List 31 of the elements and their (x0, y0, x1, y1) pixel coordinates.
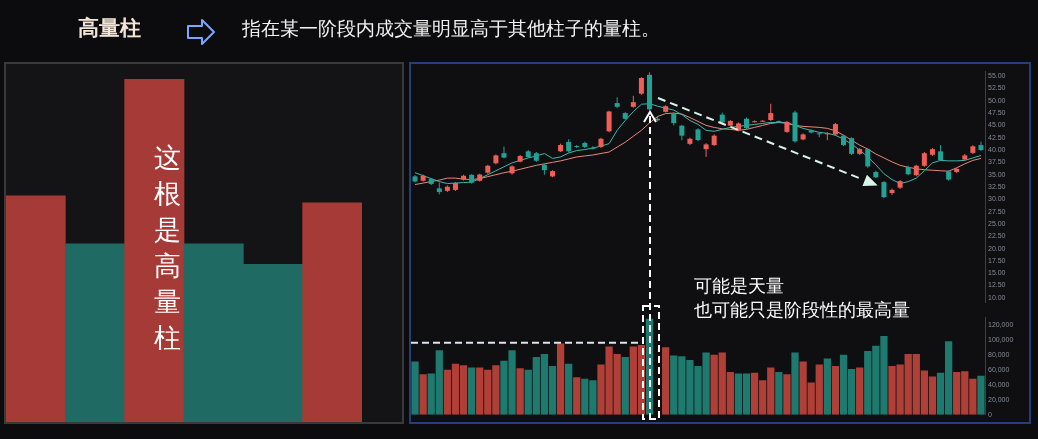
annotation: 可能是天量 (694, 274, 784, 298)
bar (124, 79, 185, 422)
bar (856, 367, 864, 415)
bar (411, 361, 419, 415)
bar (775, 372, 783, 415)
bar (573, 377, 581, 415)
candlestick (606, 110, 612, 133)
bar (6, 195, 66, 422)
bar (65, 243, 125, 422)
bar (302, 202, 362, 422)
candlestick (776, 119, 782, 124)
bar (783, 374, 791, 415)
bar (977, 375, 985, 415)
annotation: 也可能只是阶段性的最高量 (694, 298, 910, 322)
bar (621, 356, 629, 415)
chart-title: 高量柱 (78, 15, 141, 42)
bar (468, 367, 476, 415)
text: 指在某一阶段内成交量明显高于其他柱子的量柱。 (242, 16, 660, 41)
candlestick (889, 187, 895, 196)
bar (419, 374, 427, 415)
bar (556, 343, 565, 415)
bar (516, 368, 524, 415)
candlestick (865, 147, 871, 169)
candlestick (703, 142, 709, 158)
bar (565, 363, 573, 415)
bar (791, 352, 799, 415)
bar (823, 358, 831, 415)
bar (662, 347, 670, 415)
candlestick (501, 146, 507, 159)
bar (831, 366, 840, 415)
annotation: 这根是高量柱 (152, 141, 182, 355)
